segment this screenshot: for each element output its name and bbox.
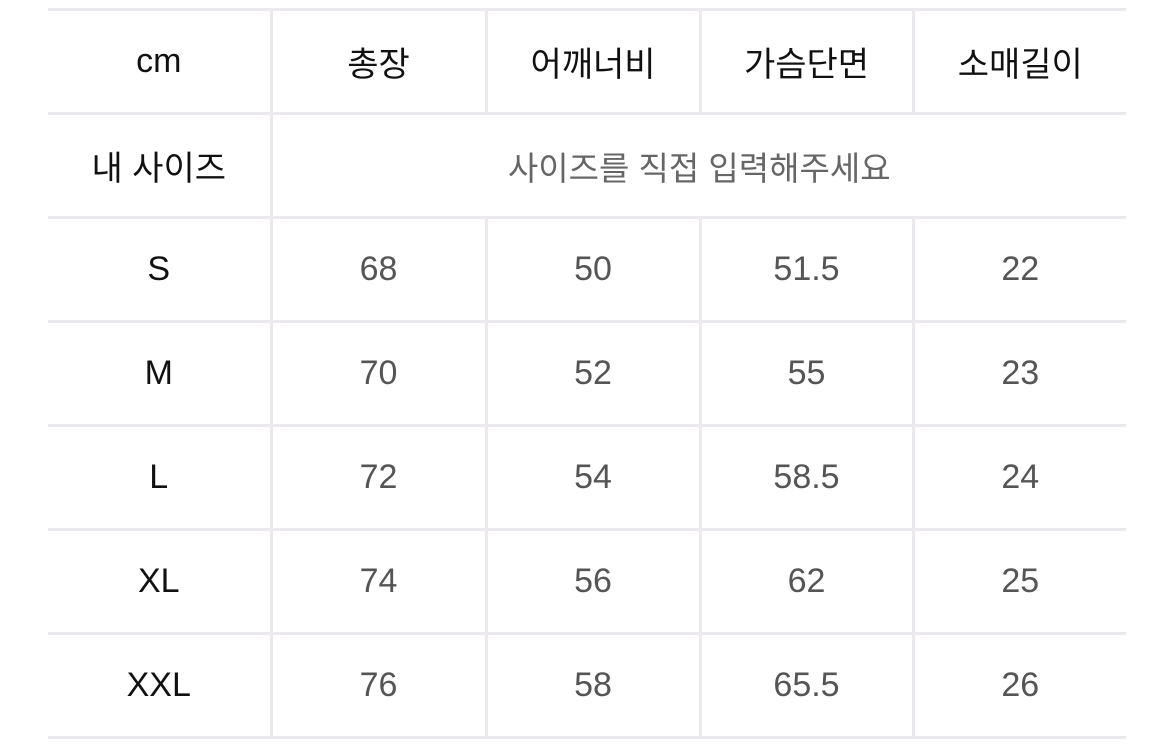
size-label: M bbox=[48, 320, 271, 427]
measurement-cell: 70 bbox=[269, 320, 486, 427]
measurement-cell: 72 bbox=[269, 424, 486, 531]
unit-label: cm bbox=[48, 8, 271, 115]
table-row: XXL 76 58 65.5 26 bbox=[48, 632, 1126, 739]
measurement-cell: 51.5 bbox=[698, 216, 913, 323]
measurement-cell: 50 bbox=[484, 216, 700, 323]
header-total-length: 총장 bbox=[269, 8, 486, 115]
measurement-cell: 62 bbox=[698, 528, 913, 635]
measurement-cell: 58.5 bbox=[698, 424, 913, 531]
table-row: L 72 54 58.5 24 bbox=[48, 424, 1126, 531]
header-sleeve-length: 소매길이 bbox=[911, 8, 1126, 115]
measurement-cell: 68 bbox=[269, 216, 486, 323]
table-row: S 68 50 51.5 22 bbox=[48, 216, 1126, 323]
measurement-cell: 24 bbox=[911, 424, 1126, 531]
my-size-label: 내 사이즈 bbox=[48, 112, 271, 219]
measurement-cell: 74 bbox=[269, 528, 486, 635]
header-chest-width: 가슴단면 bbox=[698, 8, 913, 115]
measurement-cell: 26 bbox=[911, 632, 1126, 739]
table-row: M 70 52 55 23 bbox=[48, 320, 1126, 427]
header-shoulder-width: 어깨너비 bbox=[484, 8, 700, 115]
my-size-input[interactable]: 사이즈를 직접 입력해주세요 bbox=[269, 112, 1126, 219]
measurement-cell: 22 bbox=[911, 216, 1126, 323]
measurement-cell: 65.5 bbox=[698, 632, 913, 739]
size-label: L bbox=[48, 424, 271, 531]
size-chart-table: cm 총장 어깨너비 가슴단면 소매길이 내 사이즈 사이즈를 직접 입력해주세… bbox=[48, 8, 1126, 739]
table-row: XL 74 56 62 25 bbox=[48, 528, 1126, 635]
measurement-cell: 23 bbox=[911, 320, 1126, 427]
measurement-cell: 52 bbox=[484, 320, 700, 427]
size-label: S bbox=[48, 216, 271, 323]
measurement-cell: 76 bbox=[269, 632, 486, 739]
size-label: XL bbox=[48, 528, 271, 635]
size-label: XXL bbox=[48, 632, 271, 739]
my-size-row: 내 사이즈 사이즈를 직접 입력해주세요 bbox=[48, 112, 1126, 219]
measurement-cell: 58 bbox=[484, 632, 700, 739]
header-row: cm 총장 어깨너비 가슴단면 소매길이 bbox=[48, 8, 1126, 115]
measurement-cell: 56 bbox=[484, 528, 700, 635]
measurement-cell: 54 bbox=[484, 424, 700, 531]
measurement-cell: 55 bbox=[698, 320, 913, 427]
measurement-cell: 25 bbox=[911, 528, 1126, 635]
